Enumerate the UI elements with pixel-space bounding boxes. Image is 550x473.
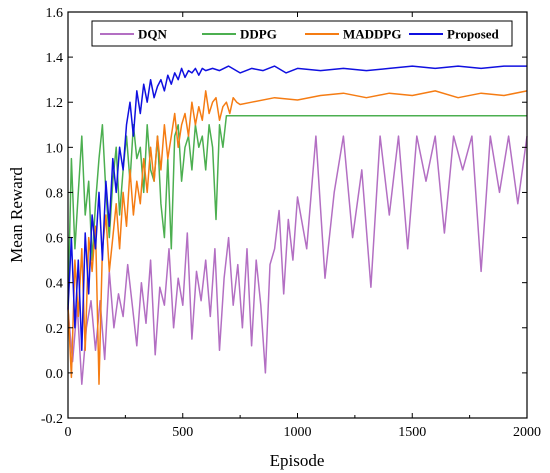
tick-labels-layer: 0 500 1000 1500 2000 -0.2 0.0 0.2 0.4 0.6 0.8 1.0 1.… — [41, 6, 541, 440]
series-line-dqn — [67, 135, 528, 385]
y-tick-label: 0.0 — [46, 367, 64, 382]
y-tick-label: -0.2 — [41, 412, 63, 427]
y-tick-label: 0.8 — [46, 186, 64, 201]
x-tick-label: 0 — [65, 425, 72, 440]
series-layer — [67, 65, 528, 385]
legend: DQN DDPG MADDPG Proposed — [91, 20, 513, 47]
x-tick-label: 1000 — [284, 425, 312, 440]
y-tick-label: 1.6 — [46, 6, 64, 21]
x-axis-title: Episode — [270, 451, 325, 470]
ticks-layer — [67, 11, 528, 419]
legend-label-proposed: Proposed — [447, 27, 500, 42]
legend-label-maddpg: MADDPG — [343, 27, 402, 42]
x-tick-label: 2000 — [513, 425, 541, 440]
x-tick-label: 1500 — [398, 425, 426, 440]
series-line-proposed — [67, 65, 527, 352]
y-tick-label: 1.0 — [46, 141, 64, 156]
y-axis-title: Mean Reward — [7, 167, 26, 263]
legend-label-dqn: DQN — [138, 27, 168, 42]
y-tick-label: 1.4 — [46, 51, 64, 66]
legend-label-ddpg: DDPG — [240, 27, 277, 42]
y-tick-label: 0.4 — [46, 277, 64, 292]
x-tick-label: 500 — [172, 425, 193, 440]
y-tick-label: 1.2 — [46, 96, 64, 111]
y-tick-label: 0.6 — [46, 232, 64, 247]
y-tick-label: 0.2 — [46, 322, 64, 337]
